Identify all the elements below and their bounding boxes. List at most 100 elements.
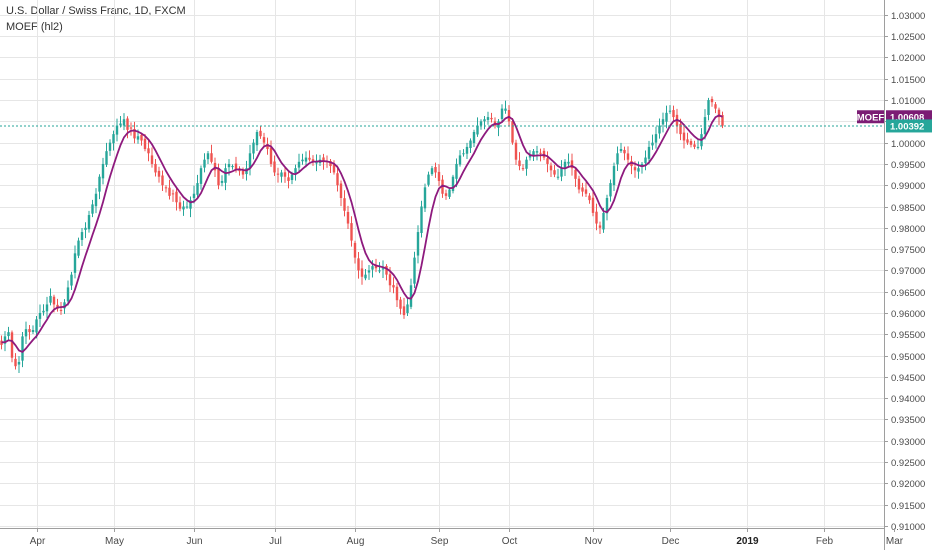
candle-body (38, 312, 42, 319)
indicator-name-tag (857, 110, 884, 124)
candle-body (112, 134, 115, 144)
candle-body (346, 211, 350, 224)
candle-body (609, 183, 612, 197)
candle-body (364, 274, 367, 279)
candle-body (353, 242, 357, 258)
candle-body (59, 310, 63, 312)
candle-body (140, 134, 143, 141)
candle-body (413, 257, 416, 284)
indicator-name-tag-text: MOEF (857, 112, 885, 123)
candle-body (255, 132, 259, 146)
candle-body (7, 332, 10, 337)
candle-body (406, 304, 409, 313)
candles (0, 96, 724, 373)
candle-body (17, 361, 21, 365)
candle-body (49, 295, 52, 303)
candle-body (525, 159, 528, 169)
candle-body (84, 227, 87, 230)
price-axis[interactable]: 1.030001.025001.020001.015001.010001.005… (884, 0, 932, 550)
candle-body (714, 104, 717, 109)
candle-body (416, 232, 420, 256)
candle-body (133, 129, 136, 139)
candle-body (52, 296, 56, 305)
candle-body (115, 125, 119, 135)
grid-lines (0, 0, 895, 528)
indicator-value-tag-text: 1.00608 (890, 112, 924, 123)
candle-body (371, 266, 374, 270)
candle-body (126, 118, 129, 130)
time-tick-label: Aug (347, 536, 365, 547)
candle-body (672, 110, 675, 118)
candle-body (178, 202, 182, 209)
price-tick-label: 0.95500 (891, 330, 925, 341)
candle-body (577, 178, 581, 190)
time-tick-label: Dec (662, 536, 680, 547)
time-tick-label: Oct (502, 536, 518, 547)
candle-body (472, 132, 476, 144)
candle-body (224, 168, 227, 183)
candle-body (500, 108, 504, 120)
candle-body (682, 132, 686, 141)
candle-body (150, 155, 154, 164)
candle-body (518, 160, 521, 167)
candle-body (252, 142, 255, 154)
price-tick-label: 0.97000 (891, 266, 925, 277)
candle-body (77, 240, 80, 256)
candle-body (136, 136, 140, 140)
candle-body (427, 174, 430, 185)
candle-body (637, 168, 640, 172)
candle-body (210, 153, 213, 162)
candle-body (717, 109, 721, 118)
time-axis[interactable]: AprMayJunJulAugSepOctNovDec2019FebMarAp (0, 528, 932, 547)
candle-body (42, 310, 45, 313)
candle-body (486, 117, 490, 120)
candle-body (10, 332, 14, 358)
candle-body (532, 151, 535, 156)
candle-body (164, 187, 168, 189)
candle-body (521, 168, 525, 170)
candle-body (269, 147, 273, 164)
candle-body (161, 175, 164, 186)
candle-body (469, 140, 472, 148)
candle-body (591, 197, 595, 213)
candle-body (360, 268, 364, 277)
candle-body (63, 302, 66, 309)
candle-body (171, 193, 175, 195)
candle-body (304, 157, 308, 162)
time-tick-label: Sep (431, 536, 449, 547)
candle-body (241, 170, 245, 175)
candle-body (14, 358, 17, 367)
candle-body (343, 198, 346, 211)
candle-body (143, 138, 147, 150)
time-tick-label: Feb (816, 536, 834, 547)
price-tick-label: 0.96000 (891, 309, 925, 320)
candle-body (105, 151, 108, 165)
candle-body (570, 160, 574, 169)
candle-body (129, 127, 133, 129)
candle-body (168, 187, 171, 196)
price-tick-label: 0.98000 (891, 224, 925, 235)
candle-body (266, 143, 269, 150)
candle-body (273, 161, 276, 173)
candle-body (689, 141, 693, 145)
candle-body (721, 115, 724, 126)
candle-body (35, 319, 38, 333)
price-tick-label: 0.95000 (891, 352, 925, 363)
candle-body (584, 189, 588, 194)
candle-body (189, 200, 192, 209)
candle-body (206, 153, 210, 160)
candle-body (66, 287, 70, 302)
candle-body (602, 212, 605, 230)
candle-body (451, 176, 455, 192)
candle-body (696, 146, 700, 148)
candle-body (385, 266, 388, 275)
candle-body (420, 206, 423, 233)
candle-body (707, 100, 710, 115)
candle-body (441, 179, 444, 194)
candle-body (616, 153, 619, 165)
candle-body (259, 130, 262, 137)
candle-body (462, 153, 465, 155)
candle-body (311, 159, 315, 162)
candle-body (430, 168, 434, 175)
